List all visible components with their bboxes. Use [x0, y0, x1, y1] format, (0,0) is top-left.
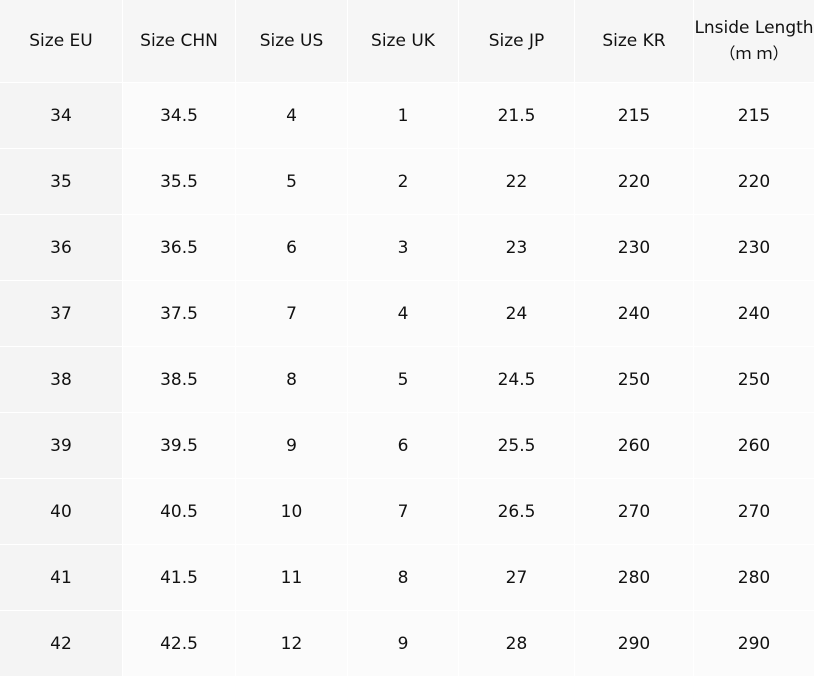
header-cell: Size EU — [0, 0, 122, 82]
table-cell: 270 — [694, 479, 814, 544]
table-cell: 5 — [348, 347, 458, 412]
header-cell: Lnside Length （ｍ ｍ） — [694, 0, 814, 82]
header-unit: （ｍ ｍ） — [719, 44, 789, 63]
table-cell: 24.5 — [459, 347, 574, 412]
table-cell: 6 — [348, 413, 458, 478]
table-cell: 26.5 — [459, 479, 574, 544]
table-cell: 22 — [459, 149, 574, 214]
table-cell: 240 — [575, 281, 693, 346]
table-cell: 40.5 — [123, 479, 235, 544]
table-cell: 230 — [575, 215, 693, 280]
table-cell: 41 — [0, 545, 122, 610]
header-text: Lnside Length — [694, 18, 814, 38]
table-cell: 7 — [236, 281, 347, 346]
table-cell: 11 — [236, 545, 347, 610]
table-cell: 37.5 — [123, 281, 235, 346]
table-cell: 21.5 — [459, 83, 574, 148]
table-cell: 9 — [236, 413, 347, 478]
table-cell: 215 — [575, 83, 693, 148]
table-cell: 8 — [236, 347, 347, 412]
table-cell: 39.5 — [123, 413, 235, 478]
header-cell: Size JP — [459, 0, 574, 82]
header-text: Size JP — [488, 31, 545, 51]
table-cell: 35.5 — [123, 149, 235, 214]
header-text: Size KR — [602, 31, 666, 51]
table-cell: 280 — [575, 545, 693, 610]
table-cell: 290 — [575, 611, 693, 676]
table-cell: 260 — [575, 413, 693, 478]
table-cell: 250 — [694, 347, 814, 412]
table-cell: 260 — [694, 413, 814, 478]
header-cell: Size UK — [348, 0, 458, 82]
table-cell: 7 — [348, 479, 458, 544]
table-cell: 12 — [236, 611, 347, 676]
table-cell: 280 — [694, 545, 814, 610]
table-cell: 250 — [575, 347, 693, 412]
table-cell: 39 — [0, 413, 122, 478]
table-cell: 23 — [459, 215, 574, 280]
table-cell: 4 — [236, 83, 347, 148]
table-cell: 38 — [0, 347, 122, 412]
header-cell: Size CHN — [123, 0, 235, 82]
table-cell: 4 — [348, 281, 458, 346]
table-cell: 9 — [348, 611, 458, 676]
header-text: Size US — [259, 31, 324, 51]
header-cell: Size US — [236, 0, 347, 82]
header-cell: Size KR — [575, 0, 693, 82]
table-cell: 37 — [0, 281, 122, 346]
header-text: Size UK — [371, 31, 435, 51]
table-cell: 215 — [694, 83, 814, 148]
table-cell: 41.5 — [123, 545, 235, 610]
table-cell: 8 — [348, 545, 458, 610]
table-cell: 42 — [0, 611, 122, 676]
table-cell: 38.5 — [123, 347, 235, 412]
table-cell: 34 — [0, 83, 122, 148]
table-cell: 28 — [459, 611, 574, 676]
table-cell: 40 — [0, 479, 122, 544]
table-cell: 6 — [236, 215, 347, 280]
header-text: Size CHN — [140, 31, 218, 51]
table-cell: 5 — [236, 149, 347, 214]
table-cell: 27 — [459, 545, 574, 610]
header-text: Size EU — [29, 31, 93, 51]
table-cell: 240 — [694, 281, 814, 346]
table-cell: 270 — [575, 479, 693, 544]
table-cell: 220 — [575, 149, 693, 214]
table-cell: 10 — [236, 479, 347, 544]
table-cell: 36.5 — [123, 215, 235, 280]
table-cell: 34.5 — [123, 83, 235, 148]
table-cell: 290 — [694, 611, 814, 676]
table-cell: 24 — [459, 281, 574, 346]
table-cell: 2 — [348, 149, 458, 214]
table-cell: 3 — [348, 215, 458, 280]
table-cell: 42.5 — [123, 611, 235, 676]
table-cell: 36 — [0, 215, 122, 280]
table-cell: 35 — [0, 149, 122, 214]
table-cell: 25.5 — [459, 413, 574, 478]
table-cell: 230 — [694, 215, 814, 280]
table-cell: 220 — [694, 149, 814, 214]
table-cell: 1 — [348, 83, 458, 148]
